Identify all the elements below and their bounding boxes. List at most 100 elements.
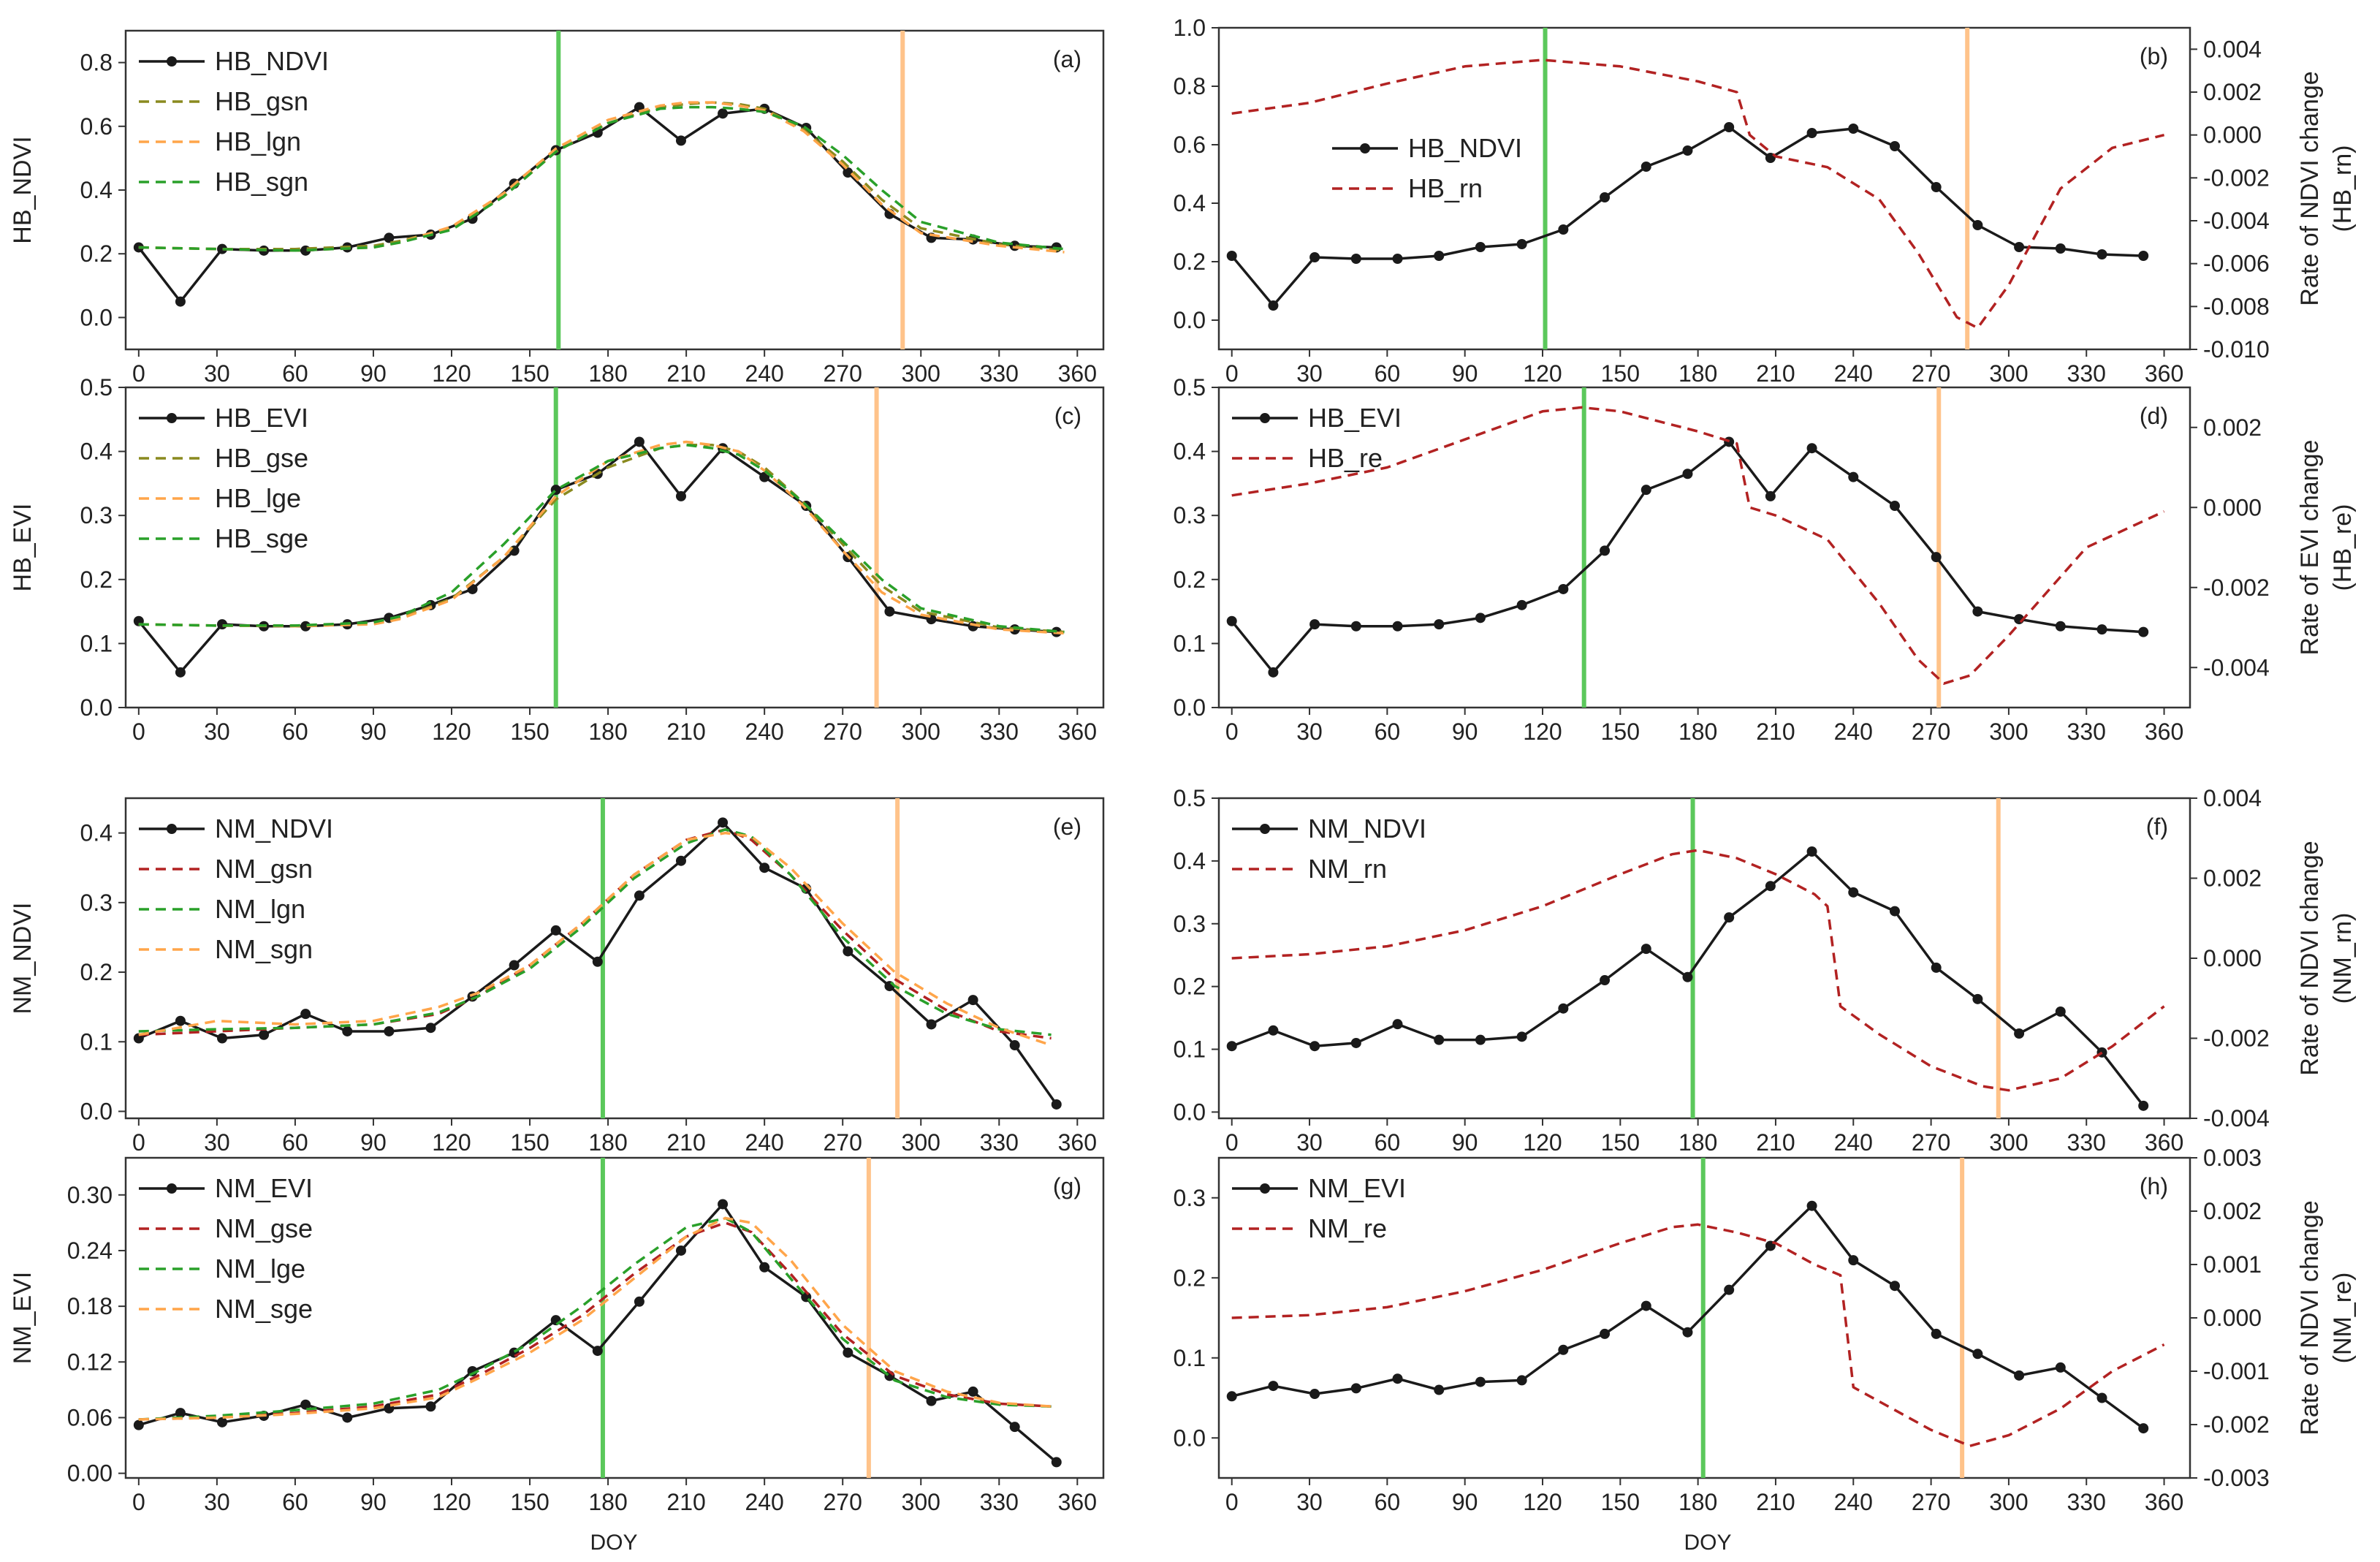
x-tick-label: 360 <box>2145 1129 2183 1156</box>
x-tick-label: 60 <box>282 1129 308 1156</box>
data-point <box>1475 242 1486 252</box>
series-HB_sge <box>138 444 1065 634</box>
legend-label: HB_sgn <box>215 167 308 197</box>
y-right-tick-label: 0.003 <box>2203 1145 2262 1171</box>
legend: HB_EVI HB_gse HB_lge HB_sge <box>139 403 308 553</box>
y-tick-label: 0.4 <box>80 177 113 203</box>
x-tick-label: 210 <box>1756 360 1795 387</box>
x-tick-label: 330 <box>980 360 1019 387</box>
panel-label: (c) <box>1054 403 1081 429</box>
x-tick-label: 360 <box>2145 719 2183 745</box>
x-tick-label: 210 <box>1756 1129 1795 1156</box>
data-point <box>1009 1040 1020 1051</box>
y-tick-label: 0.4 <box>1174 439 1206 465</box>
data-point <box>1434 251 1445 261</box>
data-point <box>1475 1376 1486 1387</box>
x-tick-label: 90 <box>360 719 387 745</box>
series-NM_gse <box>138 1221 1052 1421</box>
y-right-tick-label: -0.002 <box>2203 575 2270 601</box>
x-tick-label: 90 <box>1452 719 1478 745</box>
x-tick-label: 90 <box>1452 1129 1478 1156</box>
series-NM_sge <box>138 1216 1052 1421</box>
legend-label: NM_sgn <box>215 934 313 964</box>
y-tick-label: 0.0 <box>80 694 113 721</box>
data-point <box>634 1296 645 1307</box>
data-point <box>1309 1389 1320 1400</box>
legend-label: NM_NDVI <box>1308 814 1426 843</box>
data-point <box>2014 1370 2025 1381</box>
y-tick-label: 0.0 <box>80 1098 113 1124</box>
data-point <box>425 1023 436 1034</box>
y-right-tick-label: -0.003 <box>2203 1465 2270 1491</box>
y-right-axis-sublabel: (HB_rn) <box>2329 145 2357 232</box>
y-tick-label: 0.5 <box>80 374 113 401</box>
x-axis-label-right: DOY <box>1684 1531 1731 1555</box>
x-tick-label: 300 <box>1989 1129 2028 1156</box>
plot-frame <box>124 386 1105 709</box>
y-tick-label: 0.0 <box>1174 694 1206 721</box>
legend-marker <box>1260 1183 1270 1194</box>
x-tick-label: 30 <box>1296 1489 1323 1515</box>
x-tick-label: 180 <box>588 360 627 387</box>
x-tick-label: 330 <box>980 719 1019 745</box>
data-point <box>1268 667 1279 678</box>
data-point <box>1848 887 1859 898</box>
x-tick-label: 90 <box>360 1489 387 1515</box>
y-right-axis-label: Rate of NDVI change <box>2296 71 2324 306</box>
data-point <box>1682 469 1693 479</box>
plot-frame <box>1217 26 2191 351</box>
data-point <box>1558 1344 1569 1355</box>
x-tick-label: 240 <box>745 719 783 745</box>
x-tick-label: 360 <box>1058 1129 1097 1156</box>
legend-label: HB_gsn <box>215 86 308 116</box>
series-NM_lge <box>138 1216 1052 1421</box>
x-tick-label: 180 <box>588 1129 627 1156</box>
x-tick-label: 30 <box>204 1129 230 1156</box>
data-point <box>1009 1422 1020 1433</box>
legend-label: NM_rn <box>1308 854 1387 884</box>
x-tick-label: 210 <box>666 719 705 745</box>
data-point <box>175 667 186 678</box>
y-tick-label: 0.30 <box>67 1182 113 1208</box>
data-point <box>843 1347 853 1358</box>
data-point <box>2055 1006 2066 1017</box>
data-point <box>1350 254 1361 264</box>
y-tick-label: 1.0 <box>1174 15 1206 41</box>
data-point <box>759 862 770 873</box>
data-point <box>1268 300 1279 311</box>
legend-label: NM_sge <box>215 1294 313 1324</box>
x-tick-label: 150 <box>510 1489 549 1515</box>
panel-label: (g) <box>1053 1173 1081 1199</box>
y-right-tick-label: 0.002 <box>2203 79 2262 105</box>
y-tick-label: 0.18 <box>67 1293 113 1319</box>
legend-marker <box>167 413 177 423</box>
data-point <box>592 956 603 967</box>
y-right-tick-label: 0.000 <box>2203 122 2262 148</box>
data-point <box>1309 252 1320 262</box>
series-NM_re <box>1231 1223 2165 1447</box>
data-point <box>2096 1392 2107 1403</box>
x-tick-label: 300 <box>902 1489 940 1515</box>
data-point <box>1051 1457 1062 1468</box>
series-NM_rn <box>1231 849 2165 1092</box>
panel-label: (h) <box>2140 1173 2168 1199</box>
data-point <box>1972 1349 1983 1360</box>
x-tick-label: 120 <box>1523 360 1562 387</box>
y-right-tick-label: -0.006 <box>2203 251 2270 277</box>
x-tick-label: 180 <box>588 1489 627 1515</box>
data-point <box>1226 1391 1237 1402</box>
y-tick-label: 0.06 <box>67 1404 113 1430</box>
x-tick-label: 30 <box>204 1489 230 1515</box>
y-tick-label: 0.0 <box>1174 1425 1206 1451</box>
y-tick-label: 0.4 <box>1174 190 1206 216</box>
data-point <box>1268 1025 1279 1036</box>
x-tick-label: 30 <box>204 719 230 745</box>
data-point <box>217 1033 228 1044</box>
legend-label: NM_gsn <box>215 854 313 884</box>
x-tick-label: 0 <box>132 719 145 745</box>
data-point <box>384 1025 395 1036</box>
x-tick-label: 330 <box>2067 360 2106 387</box>
data-point <box>1724 1284 1735 1295</box>
data-point <box>2138 1100 2149 1111</box>
series-HB_rn <box>1231 58 2165 330</box>
